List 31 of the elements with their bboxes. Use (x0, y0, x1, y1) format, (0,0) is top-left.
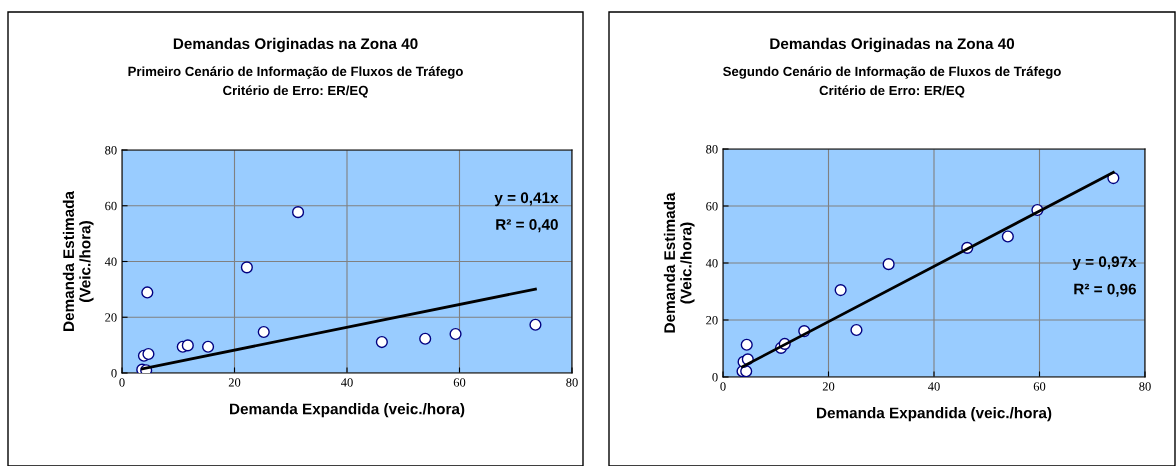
y-tick-label: 80 (706, 145, 718, 154)
x-tick-label: 0 (720, 382, 726, 391)
chart-subtitle: Segundo Cenário de Informação de Fluxos de Tráfego Critério de Erro: ER/EQ (723, 66, 1061, 98)
y-tick-label: 20 (105, 313, 117, 322)
x-tick-label: 40 (927, 382, 940, 391)
chart-title: Demandas Originadas na Zona 40 (173, 37, 418, 53)
x-tick-label: 40 (340, 378, 353, 387)
chart-title: Demandas Originadas na Zona 40 (770, 37, 1015, 53)
y-tick-label: 80 (105, 146, 117, 155)
chart-subtitle: Primeiro Cenário de Informação de Fluxos de Tráfego Critério de Erro: ER/EQ (128, 66, 463, 98)
annotation: y = 0,41x (494, 192, 559, 207)
annotation: R² = 0,40 (496, 219, 558, 233)
y-axis-title: Demanda Estimada (Veic./hora) (663, 192, 695, 333)
y-tick-label: 0 (111, 369, 117, 378)
y-tick-label: 40 (705, 259, 718, 268)
x-tick-label: 0 (119, 378, 125, 387)
x-axis-title: Demanda Expandida (veic./hora) (817, 407, 1052, 422)
x-tick-label: 20 (822, 382, 835, 391)
y-tick-label: 40 (104, 257, 117, 266)
x-tick-label: 60 (453, 378, 466, 387)
annotation: R² = 0,96 (1074, 283, 1137, 297)
x-tick-label: 80 (566, 378, 578, 387)
annotation: y = 0,97x (1072, 256, 1137, 271)
y-tick-label: 20 (706, 316, 718, 325)
x-axis-title: Demanda Expandida (veic./hora) (230, 403, 465, 418)
x-tick-label: 60 (1033, 382, 1046, 391)
y-axis-title: Demanda Estimada (Veic./hora) (62, 190, 94, 331)
y-tick-label: 60 (105, 201, 117, 211)
x-tick-label: 20 (228, 378, 241, 387)
x-tick-label: 80 (1139, 382, 1151, 391)
y-tick-label: 60 (706, 202, 718, 211)
